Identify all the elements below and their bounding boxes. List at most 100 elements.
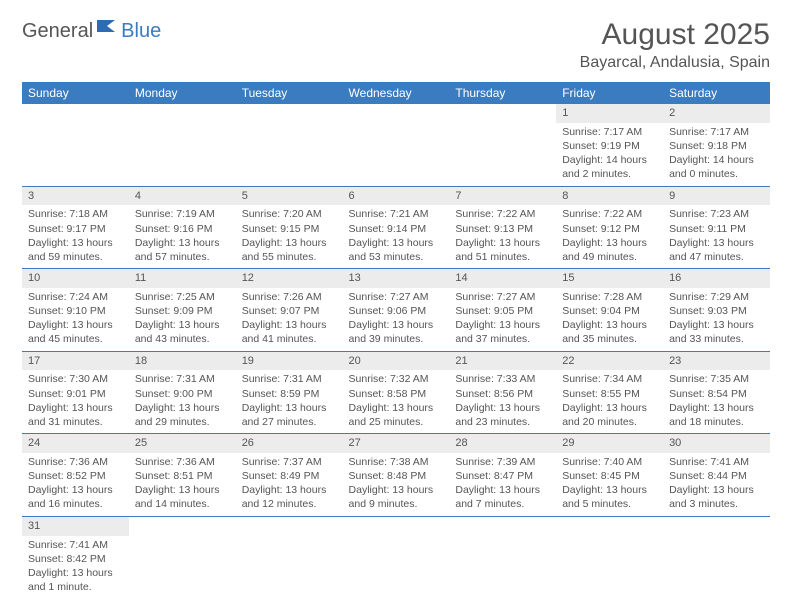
day-detail-cell <box>129 536 236 599</box>
sun-detail-line: and 7 minutes. <box>455 497 550 511</box>
sun-detail-line: Daylight: 13 hours <box>562 483 657 497</box>
day-detail-cell: Sunrise: 7:18 AMSunset: 9:17 PMDaylight:… <box>22 205 129 268</box>
day-detail-cell <box>236 536 343 599</box>
sun-detail-line: Sunrise: 7:37 AM <box>242 455 337 469</box>
sun-detail-line: Daylight: 13 hours <box>669 401 764 415</box>
day-number-cell <box>129 104 236 123</box>
sun-detail-line: Sunset: 8:54 PM <box>669 387 764 401</box>
day-number-cell: 27 <box>343 434 450 453</box>
day-detail-cell: Sunrise: 7:17 AMSunset: 9:19 PMDaylight:… <box>556 123 663 186</box>
day-number-row: 24252627282930 <box>22 434 770 453</box>
sun-detail-line: and 45 minutes. <box>28 332 123 346</box>
sun-detail-line: Sunrise: 7:22 AM <box>562 207 657 221</box>
day-number-cell: 20 <box>343 351 450 370</box>
sun-detail-line: Daylight: 14 hours <box>669 153 764 167</box>
day-number-cell: 13 <box>343 269 450 288</box>
sun-detail-line: Daylight: 13 hours <box>349 318 444 332</box>
sun-detail-line: Daylight: 13 hours <box>349 236 444 250</box>
day-number-cell: 15 <box>556 269 663 288</box>
day-detail-cell: Sunrise: 7:34 AMSunset: 8:55 PMDaylight:… <box>556 370 663 433</box>
sun-detail-line: and 33 minutes. <box>669 332 764 346</box>
day-number-cell: 23 <box>663 351 770 370</box>
sun-detail-line: Sunset: 9:13 PM <box>455 222 550 236</box>
sun-detail-line: Daylight: 13 hours <box>135 236 230 250</box>
day-detail-cell <box>343 123 450 186</box>
day-number-cell: 4 <box>129 186 236 205</box>
day-detail-cell: Sunrise: 7:41 AMSunset: 8:44 PMDaylight:… <box>663 453 770 516</box>
sun-detail-line: Sunrise: 7:24 AM <box>28 290 123 304</box>
sun-detail-line: Sunrise: 7:33 AM <box>455 372 550 386</box>
day-number-cell <box>343 516 450 535</box>
weekday-header: Wednesday <box>343 82 450 104</box>
day-number-cell: 17 <box>22 351 129 370</box>
day-number-cell: 22 <box>556 351 663 370</box>
sun-detail-line: Daylight: 13 hours <box>242 318 337 332</box>
day-detail-cell: Sunrise: 7:27 AMSunset: 9:05 PMDaylight:… <box>449 288 556 351</box>
sun-detail-line: and 53 minutes. <box>349 250 444 264</box>
day-number-cell: 29 <box>556 434 663 453</box>
day-detail-cell <box>129 123 236 186</box>
day-number-cell: 10 <box>22 269 129 288</box>
sun-detail-line: and 2 minutes. <box>562 167 657 181</box>
day-number-cell: 31 <box>22 516 129 535</box>
day-number-cell <box>236 104 343 123</box>
sun-detail-line: Sunset: 8:56 PM <box>455 387 550 401</box>
sun-detail-line: and 27 minutes. <box>242 415 337 429</box>
sun-detail-line: Daylight: 13 hours <box>242 236 337 250</box>
sun-detail-line: Sunset: 9:03 PM <box>669 304 764 318</box>
day-detail-cell: Sunrise: 7:32 AMSunset: 8:58 PMDaylight:… <box>343 370 450 433</box>
day-number-row: 12 <box>22 104 770 123</box>
sun-detail-line: and 41 minutes. <box>242 332 337 346</box>
day-detail-cell: Sunrise: 7:22 AMSunset: 9:13 PMDaylight:… <box>449 205 556 268</box>
sun-detail-line: Daylight: 13 hours <box>135 318 230 332</box>
day-number-cell: 24 <box>22 434 129 453</box>
sun-detail-line: Sunrise: 7:23 AM <box>669 207 764 221</box>
sun-detail-line: Daylight: 13 hours <box>455 318 550 332</box>
sun-detail-line: and 18 minutes. <box>669 415 764 429</box>
sun-detail-line: and 3 minutes. <box>669 497 764 511</box>
day-detail-cell: Sunrise: 7:40 AMSunset: 8:45 PMDaylight:… <box>556 453 663 516</box>
sun-detail-line: Daylight: 13 hours <box>28 236 123 250</box>
sun-detail-line: Daylight: 14 hours <box>562 153 657 167</box>
sun-detail-line: and 12 minutes. <box>242 497 337 511</box>
sun-detail-line: Sunrise: 7:39 AM <box>455 455 550 469</box>
sun-detail-line: Daylight: 13 hours <box>562 236 657 250</box>
sun-detail-line: Daylight: 13 hours <box>135 401 230 415</box>
sun-detail-line: Sunrise: 7:38 AM <box>349 455 444 469</box>
sun-detail-line: and 1 minute. <box>28 580 123 594</box>
day-detail-cell: Sunrise: 7:27 AMSunset: 9:06 PMDaylight:… <box>343 288 450 351</box>
weekday-header: Monday <box>129 82 236 104</box>
sun-detail-line: Sunrise: 7:30 AM <box>28 372 123 386</box>
sun-detail-line: Daylight: 13 hours <box>135 483 230 497</box>
day-detail-cell: Sunrise: 7:38 AMSunset: 8:48 PMDaylight:… <box>343 453 450 516</box>
sun-detail-line: Daylight: 13 hours <box>242 483 337 497</box>
day-number-cell: 1 <box>556 104 663 123</box>
sun-detail-line: Sunrise: 7:18 AM <box>28 207 123 221</box>
day-number-cell <box>129 516 236 535</box>
sun-detail-line: Sunrise: 7:29 AM <box>669 290 764 304</box>
header: General Blue August 2025 Bayarcal, Andal… <box>22 18 770 72</box>
sun-detail-line: Sunset: 8:55 PM <box>562 387 657 401</box>
sun-detail-line: and 20 minutes. <box>562 415 657 429</box>
day-detail-cell <box>663 536 770 599</box>
sun-detail-line: and 37 minutes. <box>455 332 550 346</box>
sun-detail-line: and 57 minutes. <box>135 250 230 264</box>
day-detail-cell: Sunrise: 7:17 AMSunset: 9:18 PMDaylight:… <box>663 123 770 186</box>
sun-detail-line: Sunset: 9:14 PM <box>349 222 444 236</box>
sun-detail-line: Sunrise: 7:27 AM <box>349 290 444 304</box>
day-detail-row: Sunrise: 7:18 AMSunset: 9:17 PMDaylight:… <box>22 205 770 268</box>
sun-detail-line: Daylight: 13 hours <box>455 236 550 250</box>
day-detail-cell: Sunrise: 7:30 AMSunset: 9:01 PMDaylight:… <box>22 370 129 433</box>
day-detail-cell: Sunrise: 7:33 AMSunset: 8:56 PMDaylight:… <box>449 370 556 433</box>
sun-detail-line: Sunset: 9:16 PM <box>135 222 230 236</box>
flag-icon <box>97 18 119 37</box>
day-number-cell: 16 <box>663 269 770 288</box>
sun-detail-line: Sunset: 9:09 PM <box>135 304 230 318</box>
sun-detail-line: Sunrise: 7:22 AM <box>455 207 550 221</box>
weekday-header: Saturday <box>663 82 770 104</box>
day-detail-cell: Sunrise: 7:23 AMSunset: 9:11 PMDaylight:… <box>663 205 770 268</box>
sun-detail-line: Sunset: 8:42 PM <box>28 552 123 566</box>
sun-detail-line: Daylight: 13 hours <box>562 401 657 415</box>
sun-detail-line: Daylight: 13 hours <box>28 483 123 497</box>
sun-detail-line: and 35 minutes. <box>562 332 657 346</box>
